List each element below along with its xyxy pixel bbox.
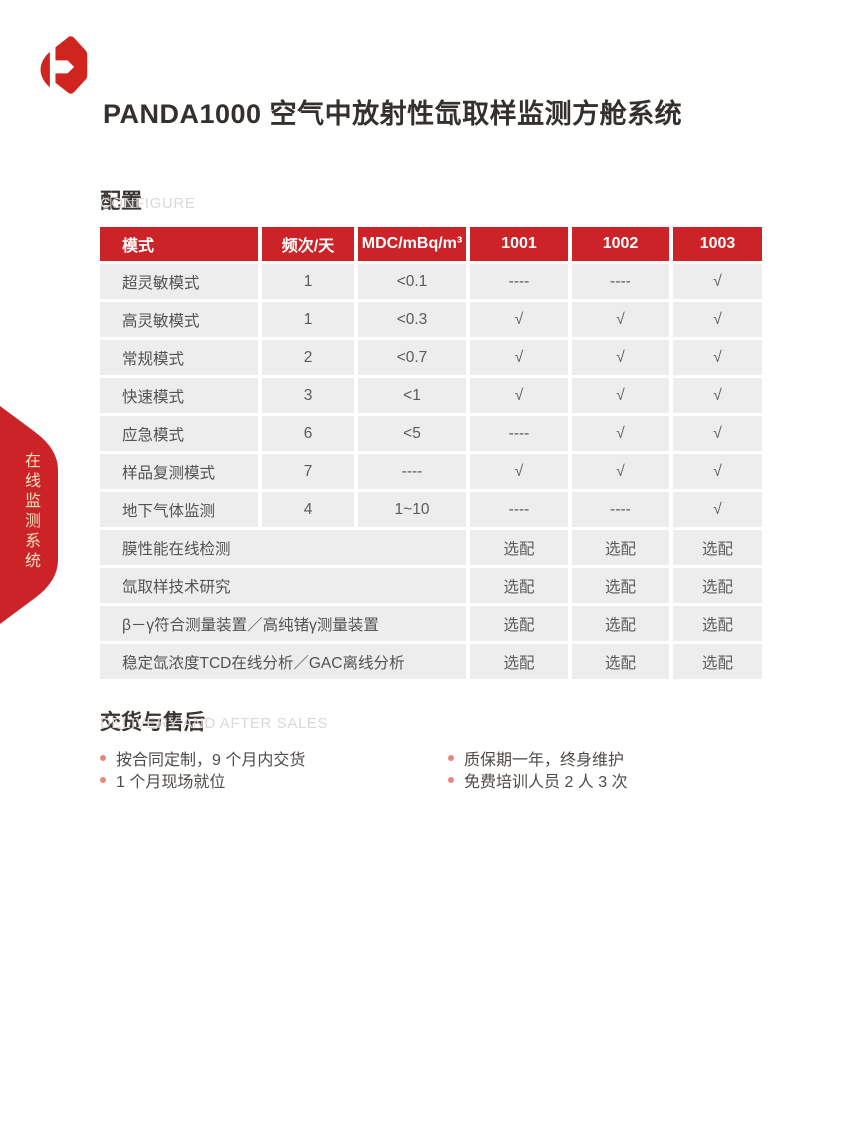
- table-cell-mdc: <0.3: [358, 302, 466, 337]
- table-cell-1003: √: [673, 302, 762, 337]
- bullet-dot-icon: [448, 755, 454, 761]
- table-cell-mode: 常规模式: [100, 340, 258, 375]
- table-cell-frequency: 7: [262, 454, 354, 489]
- table-cell-1001: √: [470, 340, 568, 375]
- table-cell-mdc: ----: [358, 454, 466, 489]
- table-cell-1002: √: [572, 454, 669, 489]
- table-header-frequency: 频次/天: [262, 227, 354, 261]
- table-header-mdc: MDC/mBq/m³: [358, 227, 466, 261]
- table-cell-1003: 选配: [673, 644, 762, 679]
- table-cell-1002: 选配: [572, 606, 669, 641]
- table-cell-mdc: <0.7: [358, 340, 466, 375]
- table-cell-1003: 选配: [673, 530, 762, 565]
- bullet-text: 质保期一年，终身维护: [464, 752, 625, 769]
- list-item: 质保期一年，终身维护: [448, 747, 628, 769]
- table-cell-mdc: <1: [358, 378, 466, 413]
- bullet-dot-icon: [100, 755, 106, 761]
- bullet-dot-icon: [448, 777, 454, 783]
- delivery-bullet-list-left: 按合同定制，9 个月内交货 1 个月现场就位: [100, 747, 305, 791]
- table-cell-frequency: 4: [262, 492, 354, 527]
- table-cell-frequency: 1: [262, 302, 354, 337]
- table-cell-mdc: <0.1: [358, 264, 466, 299]
- table-cell-1003: 选配: [673, 606, 762, 641]
- brand-hexagon-h-logo-icon: [34, 32, 90, 98]
- table-cell-option-label: 氙取样技术研究: [100, 568, 466, 603]
- table-cell-option-label: 稳定氙浓度TCD在线分析／GAC离线分析: [100, 644, 466, 679]
- table-cell-1001: √: [470, 378, 568, 413]
- table-cell-frequency: 3: [262, 378, 354, 413]
- side-tab-flag-shape: [0, 406, 58, 624]
- table-cell-1003: √: [673, 492, 762, 527]
- bullet-dot-icon: [100, 777, 106, 783]
- table-cell-1003: √: [673, 378, 762, 413]
- table-cell-mode: 样品复测模式: [100, 454, 258, 489]
- delivery-bullet-list-right: 质保期一年，终身维护 免费培训人员 2 人 3 次: [448, 747, 628, 791]
- table-cell-1002: 选配: [572, 530, 669, 565]
- table-cell-frequency: 6: [262, 416, 354, 451]
- table-cell-mode: 应急模式: [100, 416, 258, 451]
- table-cell-1001: ----: [470, 416, 568, 451]
- table-header-1001: 1001: [470, 227, 568, 261]
- table-cell-option-label: β－γ符合测量装置／高纯锗γ测量装置: [100, 606, 466, 641]
- table-cell-1002: √: [572, 302, 669, 337]
- table-cell-1001: √: [470, 302, 568, 337]
- table-cell-frequency: 2: [262, 340, 354, 375]
- table-cell-mode: 高灵敏模式: [100, 302, 258, 337]
- delivery-section-subheading: DELIVERY AND AFTER SALES: [100, 715, 329, 732]
- table-cell-1003: √: [673, 416, 762, 451]
- table-header-mode: 模式: [100, 227, 258, 261]
- side-tab-online-monitoring-system: 在线监测系统: [0, 406, 58, 624]
- table-cell-1003: √: [673, 264, 762, 299]
- table-cell-1003: √: [673, 340, 762, 375]
- table-cell-mdc: 1~10: [358, 492, 466, 527]
- table-cell-mdc: <5: [358, 416, 466, 451]
- table-cell-1003: √: [673, 454, 762, 489]
- table-cell-1002: ----: [572, 492, 669, 527]
- table-cell-option-label: 膜性能在线检测: [100, 530, 466, 565]
- table-cell-mode: 地下气体监测: [100, 492, 258, 527]
- bullet-text: 免费培训人员 2 人 3 次: [464, 774, 628, 791]
- bullet-text: 1 个月现场就位: [116, 774, 226, 791]
- table-cell-1001: √: [470, 454, 568, 489]
- table-cell-1002: √: [572, 416, 669, 451]
- table-header-1003: 1003: [673, 227, 762, 261]
- table-cell-1002: √: [572, 340, 669, 375]
- side-tab-label: 在线监测系统: [22, 452, 39, 572]
- configure-section-subheading: CONFIGURE: [100, 195, 196, 212]
- list-item: 按合同定制，9 个月内交货: [100, 747, 305, 769]
- delivery-section-heading: 交货与售后: [100, 711, 205, 735]
- configure-section-heading: 配置: [100, 190, 142, 214]
- table-cell-1001: 选配: [470, 644, 568, 679]
- table-cell-1002: 选配: [572, 644, 669, 679]
- table-cell-1001: ----: [470, 492, 568, 527]
- table-cell-1001: 选配: [470, 568, 568, 603]
- table-cell-1002: √: [572, 378, 669, 413]
- table-cell-mode: 超灵敏模式: [100, 264, 258, 299]
- table-cell-1001: 选配: [470, 606, 568, 641]
- page-title: PANDA1000 空气中放射性氙取样监测方舱系统: [103, 99, 683, 130]
- table-cell-1003: 选配: [673, 568, 762, 603]
- table-cell-1002: ----: [572, 264, 669, 299]
- table-cell-frequency: 1: [262, 264, 354, 299]
- table-cell-1002: 选配: [572, 568, 669, 603]
- table-cell-1001: ----: [470, 264, 568, 299]
- table-header-1002: 1002: [572, 227, 669, 261]
- table-cell-1001: 选配: [470, 530, 568, 565]
- bullet-text: 按合同定制，9 个月内交货: [116, 752, 306, 769]
- table-cell-mode: 快速模式: [100, 378, 258, 413]
- list-item: 免费培训人员 2 人 3 次: [448, 769, 628, 791]
- configuration-table: 模式 频次/天 MDC/mBq/m³ 1001 1002 1003 超灵敏模式 …: [100, 227, 762, 679]
- list-item: 1 个月现场就位: [100, 769, 305, 791]
